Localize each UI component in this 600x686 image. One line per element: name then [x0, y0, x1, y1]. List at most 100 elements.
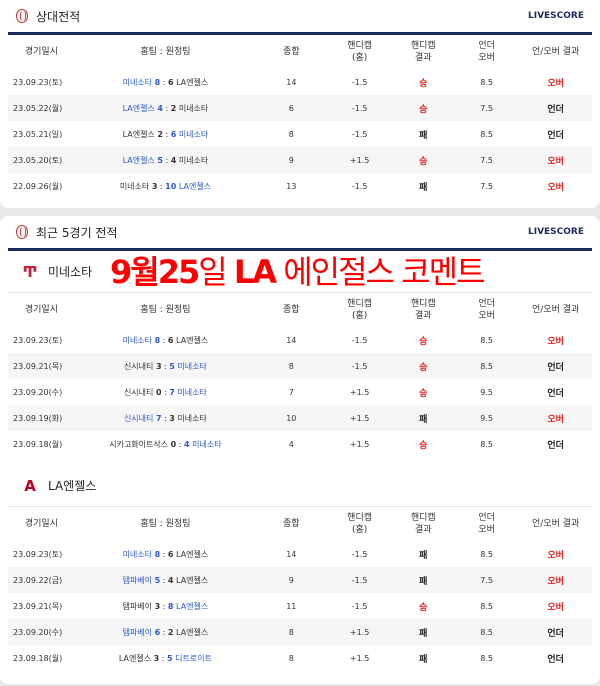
- overlay-part: 9월25: [110, 253, 200, 291]
- home-score: 6: [154, 627, 161, 637]
- handicap-cell: +1.5: [326, 619, 393, 645]
- home-team: LA엔젤스: [122, 129, 155, 139]
- matchup-cell: LA엔젤스 4 : 2 미네소타: [74, 95, 256, 121]
- handicap-cell: -1.5: [326, 567, 393, 593]
- table-row[interactable]: 23.09.22(금) 탬파베이 5 : 4 LA엔젤스 9 -1.5 패 7.5 오버: [8, 567, 592, 593]
- table-row[interactable]: 23.09.18(월) 시카고화이트삭스 0 : 4 미네소타 4 +1.5 승 8.5 언…: [8, 431, 592, 457]
- handicap-result-cell: 패: [393, 541, 454, 567]
- home-score: 8: [154, 335, 161, 345]
- column-header: 경기일시: [24, 47, 58, 57]
- home-score: 4: [157, 103, 163, 113]
- matchup-cell: 미네소타 3 : 10 LA엔젤스: [119, 181, 212, 191]
- handicap-result-cell: 승: [392, 95, 454, 121]
- livescore-link[interactable]: LIVESCORE: [527, 11, 584, 21]
- away-team: LA엔젤스: [176, 335, 209, 345]
- handicap-result-cell: 패: [393, 173, 454, 199]
- under-over-cell: 8.5: [480, 601, 493, 611]
- home-score: 5: [157, 155, 163, 165]
- handicap-cell: -1.5: [326, 353, 393, 379]
- under-over-cell: 9.5: [480, 387, 493, 397]
- handicap-result: 패: [419, 654, 428, 665]
- table-row[interactable]: 23.09.23(토) 미네소타 8 : 6 LA엔젤스 14 -1.5 승 8.5 오버: [8, 69, 592, 95]
- table-row[interactable]: 23.05.22(월) LA엔젤스 4 : 2 미네소타 6 -1.5 승 7.5 언더: [8, 95, 592, 121]
- home-team: 신시내티: [123, 387, 154, 397]
- table-row[interactable]: 23.09.18(월) LA엔젤스 3 : 5 디트로이트 8 +1.5 패 8.5 언더: [8, 645, 592, 671]
- table-row[interactable]: 22.09.26(월) 미네소타 3 : 10 LA엔젤스 13 -1.5 패 7.5 오버: [8, 173, 592, 199]
- home-score: 3: [151, 181, 158, 191]
- date-cell: 23.05.22(월): [8, 95, 75, 121]
- team-header-minnesota: Ͳ 미네소타: [8, 251, 592, 293]
- under-over-result: 오버: [547, 414, 564, 425]
- matchup-cell: 신시내티 7 : 3 미네소타: [74, 405, 256, 431]
- handicap-cell: -1.5: [351, 129, 368, 139]
- table-row[interactable]: 23.09.23(토) 미네소타 8 : 6 LA엔젤스 14 -1.5 승 8.5 오버: [8, 327, 592, 353]
- home-team: LA엔젤스: [122, 155, 155, 165]
- table-row[interactable]: 23.09.21(목) 탬파베이 3 : 8 LA엔젤스 11 -1.5 승 8.5 오버: [8, 593, 592, 619]
- away-score: 10: [165, 181, 177, 191]
- table-row[interactable]: 23.05.20(토) LA엔젤스 5 : 4 미네소타 9 +1.5 승 7.5 오버: [8, 147, 592, 173]
- handicap-result-cell: 승: [392, 147, 454, 173]
- column-header: 핸디캡 (홈): [347, 299, 373, 321]
- column-header: 홈팀 : 원정팀: [140, 519, 191, 529]
- table-row[interactable]: 23.09.23(토) 미네소타 8 : 6 LA엔젤스 14 -1.5 패 8.5 오버: [8, 541, 592, 567]
- baseball-icon: [16, 9, 28, 23]
- away-team: LA엔젤스: [176, 77, 209, 87]
- total-cell: 7: [288, 387, 294, 397]
- matchup-cell: 미네소타 8 : 6 LA엔젤스: [122, 549, 209, 559]
- under-over-result-cell: 오버: [519, 405, 592, 431]
- handicap-result-cell: 승: [393, 379, 454, 405]
- column-header: 언더 오버: [478, 299, 495, 321]
- column-header: 핸디캡 결과: [410, 41, 436, 63]
- handicap-result: 패: [419, 628, 428, 639]
- column-header: 홈팀 : 원정팀: [140, 305, 191, 315]
- handicap-cell: -1.5: [326, 95, 393, 121]
- under-over-result: 언더: [547, 628, 564, 639]
- under-over-cell: 8.5: [480, 439, 493, 449]
- team-header-angels: A LA엔젤스: [8, 465, 592, 507]
- livescore-link[interactable]: LIVESCORE: [527, 227, 584, 237]
- under-over-result: 오버: [547, 336, 564, 347]
- table-row[interactable]: 23.09.21(목) 신시내티 3 : 5 미네소타 8 -1.5 승 8.5 언더: [8, 353, 592, 379]
- total-cell: 8: [288, 653, 294, 663]
- under-over-result-cell: 오버: [519, 147, 592, 173]
- table-row[interactable]: 23.05.21(일) LA엔젤스 2 : 6 미네소타 8 -1.5 패 8.5 언더: [8, 121, 592, 147]
- under-over-result-cell: 오버: [519, 173, 592, 199]
- column-header: 핸디캡 (홈): [347, 41, 373, 63]
- away-score: 4: [170, 155, 177, 165]
- handicap-result: 패: [419, 414, 428, 425]
- under-over-cell: 8.5: [480, 77, 493, 87]
- away-team: LA엔젤스: [176, 627, 209, 637]
- date-cell: 22.09.26(월): [13, 181, 63, 191]
- date-cell: 23.09.20(수): [13, 387, 63, 397]
- under-over-result-cell: 언더: [519, 353, 592, 379]
- table-row[interactable]: 23.09.20(수) 탬파베이 6 : 2 LA엔젤스 8 +1.5 패 8.5 언더: [8, 619, 592, 645]
- under-over-result: 언더: [547, 388, 564, 399]
- header-row: 경기일시 홈팀 : 원정팀 종합 핸디캡 (홈) 핸디캡 결과 언더 오버 언/오버 결과: [8, 507, 592, 541]
- handicap-result-cell: 승: [393, 431, 454, 457]
- baseball-icon: [16, 225, 28, 239]
- table-row[interactable]: 23.09.20(수) 신시내티 0 : 7 미네소타 7 +1.5 승 9.5 언더: [8, 379, 592, 405]
- column-header: 핸디캡 결과: [410, 513, 436, 535]
- home-score: 5: [154, 575, 161, 585]
- total-cell: 11: [286, 601, 297, 611]
- away-team: 미네소타: [178, 155, 209, 165]
- handicap-cell: -1.5: [351, 601, 368, 611]
- under-over-result: 언더: [547, 130, 564, 141]
- table-row[interactable]: 23.09.19(화) 신시내티 7 : 3 미네소타 10 +1.5 패 9.5 오버: [8, 405, 592, 431]
- home-score: 3: [153, 653, 160, 663]
- home-score: 3: [155, 361, 162, 371]
- under-over-result-cell: 언더: [519, 121, 592, 147]
- under-over-result: 언더: [547, 362, 564, 373]
- handicap-cell: -1.5: [351, 549, 368, 559]
- total-cell: 14: [286, 335, 297, 345]
- handicap-result: 승: [419, 362, 428, 373]
- under-over-result-cell: 언더: [519, 379, 592, 405]
- handicap-cell: +1.5: [349, 439, 370, 449]
- total-cell: 10: [255, 405, 327, 431]
- handicap-result: 승: [419, 78, 428, 89]
- under-over-cell: 8.5: [480, 129, 493, 139]
- total-cell: 9: [255, 567, 327, 593]
- matchup-cell: LA엔젤스 5 : 4 미네소타: [74, 147, 256, 173]
- date-cell: 23.09.23(토): [13, 77, 63, 87]
- handicap-result: 승: [419, 388, 428, 399]
